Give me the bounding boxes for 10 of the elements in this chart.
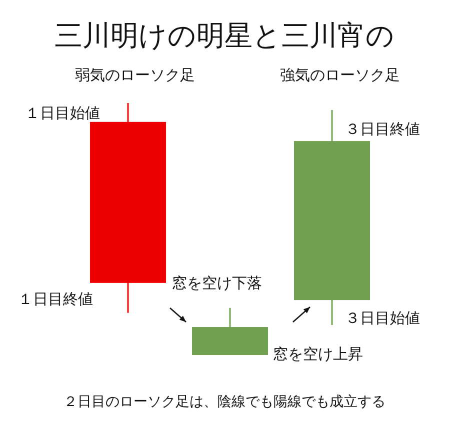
text: 強気のローソク足 <box>280 66 400 84</box>
annotation: ３日目始値 <box>345 309 420 327</box>
annotation: 窓を空け上昇 <box>273 345 363 363</box>
chart-title: 三川明けの明星と三川宵の <box>54 19 394 52</box>
text: 弱気のローソク足 <box>75 66 195 84</box>
text: ２日目のローソク足は、陰線でも陽線でも成立する <box>64 394 386 410</box>
annotation: ３日目終値 <box>345 120 420 138</box>
annotation: 窓を空け下落 <box>172 274 262 292</box>
annotation: １日目始値 <box>25 104 100 122</box>
annotation: １日目終値 <box>18 290 93 308</box>
